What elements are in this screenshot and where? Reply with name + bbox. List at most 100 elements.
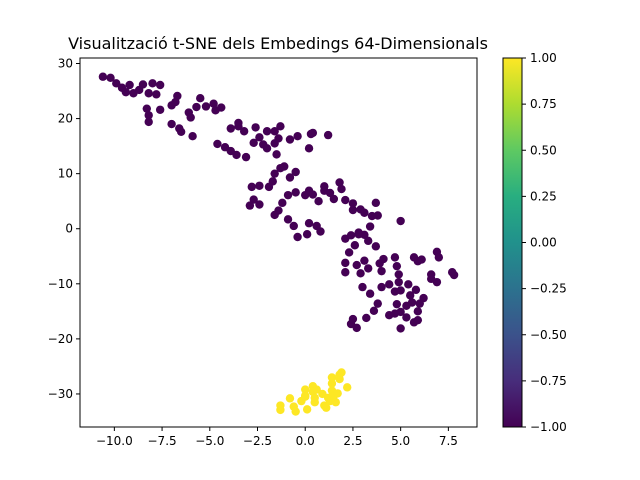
data-point bbox=[278, 198, 287, 208]
data-point bbox=[396, 216, 405, 226]
data-point bbox=[270, 210, 279, 220]
data-point bbox=[249, 138, 258, 148]
colorbar-tick-label: 0.00 bbox=[530, 236, 557, 250]
data-point bbox=[348, 205, 358, 215]
colorbar-axis: −1.00 −0.75 −0.50 −0.25 0.00 0.25 0.50 0.75 1.00 bbox=[522, 51, 567, 434]
data-point bbox=[344, 248, 354, 257]
data-point bbox=[373, 299, 382, 308]
y-axis: −30 −20 −10 0 10 20 30 bbox=[48, 57, 80, 401]
data-point bbox=[293, 132, 302, 141]
data-point bbox=[369, 306, 379, 315]
data-point bbox=[262, 127, 272, 136]
data-point bbox=[142, 104, 151, 113]
data-point bbox=[255, 133, 264, 142]
data-point bbox=[341, 268, 350, 277]
colorbar-tick-label: 0.75 bbox=[530, 97, 557, 111]
data-point bbox=[413, 307, 423, 316]
colorbar-tick-label: −0.75 bbox=[530, 374, 567, 388]
colorbar-tick-label: −0.50 bbox=[530, 328, 567, 342]
data-point bbox=[426, 274, 436, 284]
data-point bbox=[98, 72, 108, 81]
data-point bbox=[283, 190, 293, 200]
data-point bbox=[371, 198, 381, 208]
chart-title: Visualització t-SNE dels Embedings 64-Di… bbox=[68, 34, 488, 53]
colorbar-tick-label: 0.50 bbox=[530, 143, 557, 157]
x-tick-label: 2.5 bbox=[343, 434, 362, 448]
data-point bbox=[308, 190, 318, 199]
data-point bbox=[144, 111, 153, 120]
data-point bbox=[301, 385, 310, 394]
data-point bbox=[312, 385, 321, 394]
data-point bbox=[320, 182, 329, 191]
data-point bbox=[346, 231, 356, 240]
data-point bbox=[327, 379, 337, 388]
data-point bbox=[270, 169, 279, 178]
data-point bbox=[302, 405, 312, 414]
data-point bbox=[392, 299, 402, 309]
data-point bbox=[285, 135, 295, 144]
y-tick-label: −20 bbox=[48, 332, 73, 346]
data-point bbox=[331, 398, 340, 407]
data-point bbox=[106, 73, 115, 83]
data-point bbox=[304, 144, 314, 153]
data-point bbox=[234, 122, 243, 131]
data-point bbox=[360, 256, 369, 265]
data-point bbox=[354, 230, 363, 239]
data-point bbox=[289, 221, 298, 231]
data-point bbox=[213, 139, 222, 149]
data-point bbox=[152, 90, 161, 99]
colorbar-tick-label: 1.00 bbox=[530, 51, 557, 65]
data-point bbox=[302, 230, 312, 239]
data-point bbox=[186, 113, 195, 122]
data-point bbox=[335, 178, 344, 187]
data-point bbox=[362, 313, 371, 323]
data-point bbox=[226, 124, 235, 133]
data-point bbox=[276, 401, 285, 410]
y-tick-label: −10 bbox=[48, 277, 73, 291]
data-point bbox=[327, 373, 337, 382]
colorbar bbox=[502, 57, 523, 428]
data-point bbox=[358, 282, 367, 292]
y-tick-label: −30 bbox=[48, 387, 73, 401]
data-point bbox=[293, 232, 302, 242]
data-point bbox=[291, 167, 300, 177]
data-point bbox=[144, 89, 153, 98]
data-point bbox=[316, 227, 325, 236]
data-point bbox=[365, 289, 375, 298]
data-point bbox=[196, 94, 205, 103]
data-point bbox=[310, 393, 319, 403]
data-point bbox=[352, 323, 361, 333]
data-point bbox=[325, 188, 335, 198]
data-point bbox=[276, 122, 285, 131]
data-point bbox=[396, 286, 405, 295]
data-point bbox=[192, 102, 201, 112]
data-point bbox=[304, 219, 314, 228]
data-point bbox=[379, 254, 388, 264]
data-point bbox=[291, 407, 300, 416]
data-point bbox=[291, 188, 300, 197]
data-point bbox=[350, 241, 360, 250]
x-tick-label: −10.0 bbox=[96, 434, 133, 448]
data-point bbox=[411, 285, 421, 295]
x-tick-label: −7.5 bbox=[148, 434, 177, 448]
data-point bbox=[239, 127, 249, 136]
x-tick-label: 7.5 bbox=[439, 434, 458, 448]
data-point bbox=[371, 242, 381, 251]
data-point bbox=[247, 182, 256, 192]
data-point bbox=[255, 200, 264, 209]
data-point bbox=[270, 127, 279, 136]
data-point bbox=[377, 266, 386, 276]
data-point bbox=[352, 260, 361, 270]
data-point bbox=[390, 253, 400, 262]
colorbar-tick-label: 0.25 bbox=[530, 189, 557, 203]
data-point bbox=[341, 258, 350, 268]
data-point bbox=[365, 222, 375, 231]
data-point bbox=[245, 201, 255, 210]
data-point bbox=[173, 91, 182, 101]
data-point bbox=[255, 181, 264, 190]
data-point bbox=[406, 291, 415, 300]
data-point bbox=[138, 80, 148, 89]
data-point bbox=[176, 127, 186, 136]
